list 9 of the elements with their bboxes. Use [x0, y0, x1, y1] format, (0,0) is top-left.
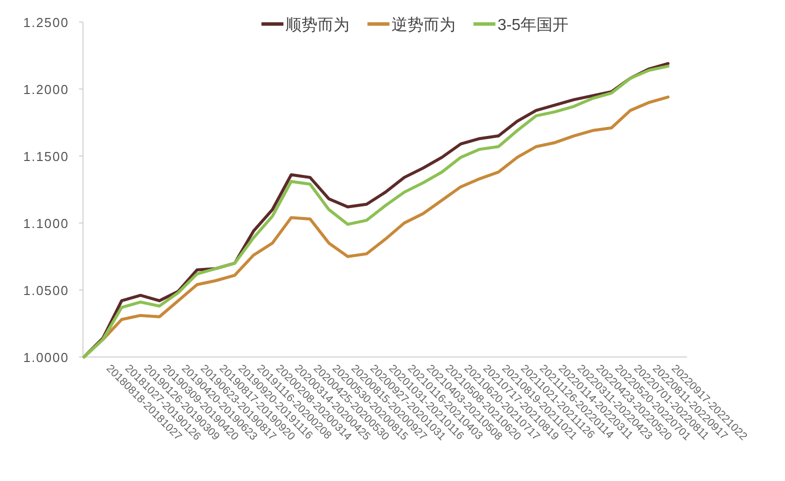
legend-label: 顺势而为 [285, 16, 350, 34]
y-tick-label: 1.2000 [23, 82, 69, 97]
y-tick-label: 1.1500 [23, 149, 69, 164]
y-tick-label: 1.1000 [23, 216, 69, 231]
y-tick-label: 1.0500 [23, 283, 69, 298]
y-tick-label: 1.2500 [23, 15, 69, 30]
legend-label: 3-5年国开 [497, 17, 569, 34]
y-tick-label: 1.0000 [23, 350, 69, 365]
legend-label: 逆势而为 [391, 16, 456, 34]
